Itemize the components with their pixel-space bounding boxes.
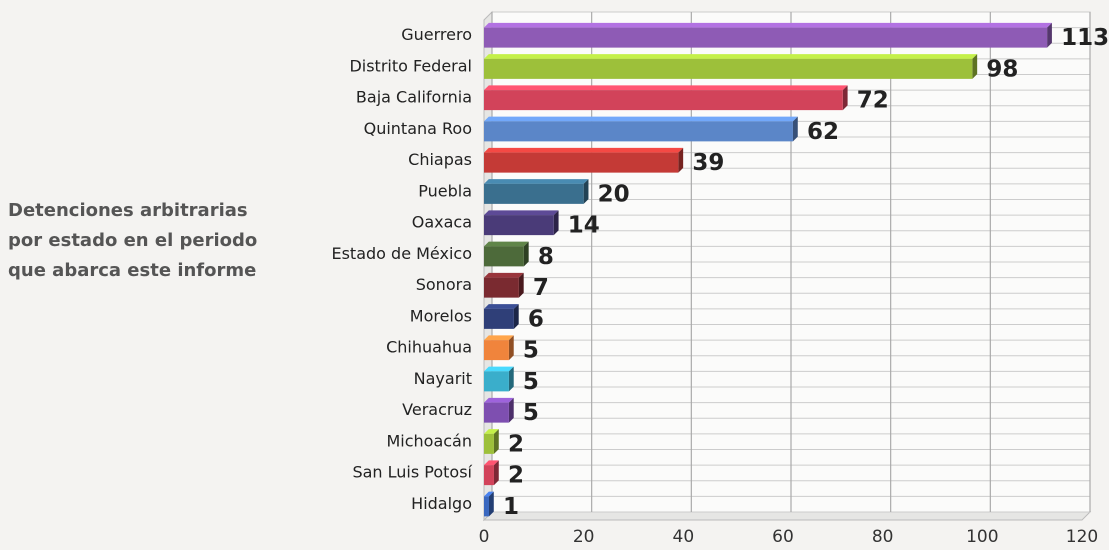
- bar: [484, 183, 584, 204]
- bar: [484, 496, 489, 517]
- value-label: 1: [503, 494, 519, 520]
- y-tick-label: Nayarit: [414, 369, 472, 388]
- y-tick-label: Sonora: [416, 275, 472, 294]
- value-label: 5: [523, 338, 539, 364]
- bar-top: [484, 210, 559, 216]
- bar-side: [513, 304, 519, 329]
- y-tick-label: Chihuahua: [386, 338, 472, 357]
- bar-side: [523, 241, 529, 267]
- bar-side: [493, 429, 499, 454]
- bar: [484, 246, 524, 267]
- y-tick-label: Estado de México: [331, 244, 472, 263]
- bar: [484, 433, 494, 454]
- y-tick-label: Chiapas: [408, 150, 472, 169]
- bar-top: [484, 460, 499, 466]
- bar-top: [484, 179, 589, 184]
- bar-side: [972, 54, 978, 79]
- chart-title: por estado en el periodo: [8, 230, 257, 251]
- bar: [484, 308, 514, 329]
- bar-top: [484, 335, 514, 341]
- bar-side: [493, 460, 499, 486]
- bar: [484, 58, 973, 79]
- bar: [484, 90, 843, 111]
- bar-top: [484, 241, 529, 247]
- bar: [484, 215, 554, 236]
- bar-side: [678, 147, 684, 173]
- x-tick-label: 0: [479, 527, 490, 547]
- bar-side: [518, 272, 524, 298]
- bar-top: [484, 491, 494, 497]
- y-tick-label: Veracruz: [402, 400, 472, 419]
- bar-top: [484, 147, 684, 153]
- bar-top: [484, 429, 499, 434]
- bar-top: [484, 304, 519, 309]
- bar-side: [508, 366, 514, 392]
- bar-top: [484, 85, 848, 91]
- value-label: 20: [598, 181, 630, 207]
- x-tick-label: 20: [573, 527, 595, 547]
- bar-top: [484, 116, 798, 122]
- bar-side: [488, 491, 494, 517]
- y-tick-label: Hidalgo: [411, 494, 472, 513]
- x-tick-label: 80: [872, 527, 894, 547]
- y-tick-label: Baja California: [356, 88, 472, 107]
- bar: [484, 121, 793, 142]
- bar-side: [842, 85, 848, 111]
- value-label: 62: [807, 119, 839, 145]
- bar-side: [792, 116, 798, 142]
- y-tick-label: Puebla: [418, 181, 472, 200]
- value-label: 14: [568, 213, 600, 239]
- value-label: 8: [538, 244, 554, 270]
- y-tick-label: Oaxaca: [412, 213, 472, 232]
- value-label: 6: [528, 306, 544, 332]
- bar: [484, 402, 509, 423]
- bar-side: [553, 210, 559, 236]
- value-label: 2: [508, 463, 524, 489]
- bar: [484, 152, 679, 173]
- value-label: 39: [692, 150, 724, 176]
- bar: [484, 465, 494, 486]
- bar-top: [484, 272, 524, 278]
- value-label: 5: [523, 369, 539, 395]
- chart-title: que abarca este informe: [8, 260, 256, 281]
- plot-floor: [482, 511, 1092, 521]
- bar: [484, 277, 519, 298]
- y-tick-label: San Luis Potosí: [352, 463, 472, 482]
- y-tick-label: Distrito Federal: [349, 56, 472, 75]
- value-label: 5: [523, 400, 539, 426]
- y-tick-label: Morelos: [410, 306, 472, 325]
- bar-top: [484, 397, 514, 403]
- marks: [484, 22, 1052, 517]
- x-tick-label: 120: [1066, 527, 1098, 547]
- value-label: 113: [1061, 25, 1109, 51]
- bar-side: [583, 179, 589, 204]
- x-tick-label: 100: [966, 527, 998, 547]
- y-tick-label: Michoacán: [386, 431, 472, 450]
- chart-title: Detenciones arbitrarias: [8, 200, 248, 221]
- bar-side: [508, 335, 514, 361]
- bar-top: [484, 366, 514, 372]
- bar: [484, 371, 509, 392]
- bar-top: [484, 54, 978, 59]
- y-tick-label: Quintana Roo: [364, 119, 472, 138]
- bar: [484, 340, 509, 361]
- bar-side: [508, 397, 514, 423]
- value-label: 2: [508, 431, 524, 457]
- bar: [484, 27, 1048, 48]
- value-label: 98: [986, 56, 1018, 82]
- x-tick-label: 60: [772, 527, 794, 547]
- bar-top: [484, 22, 1052, 28]
- y-tick-label: Guerrero: [401, 25, 472, 44]
- value-label: 7: [533, 275, 549, 301]
- value-label: 72: [857, 88, 889, 114]
- bar-side: [1047, 22, 1052, 48]
- x-tick-label: 40: [673, 527, 695, 547]
